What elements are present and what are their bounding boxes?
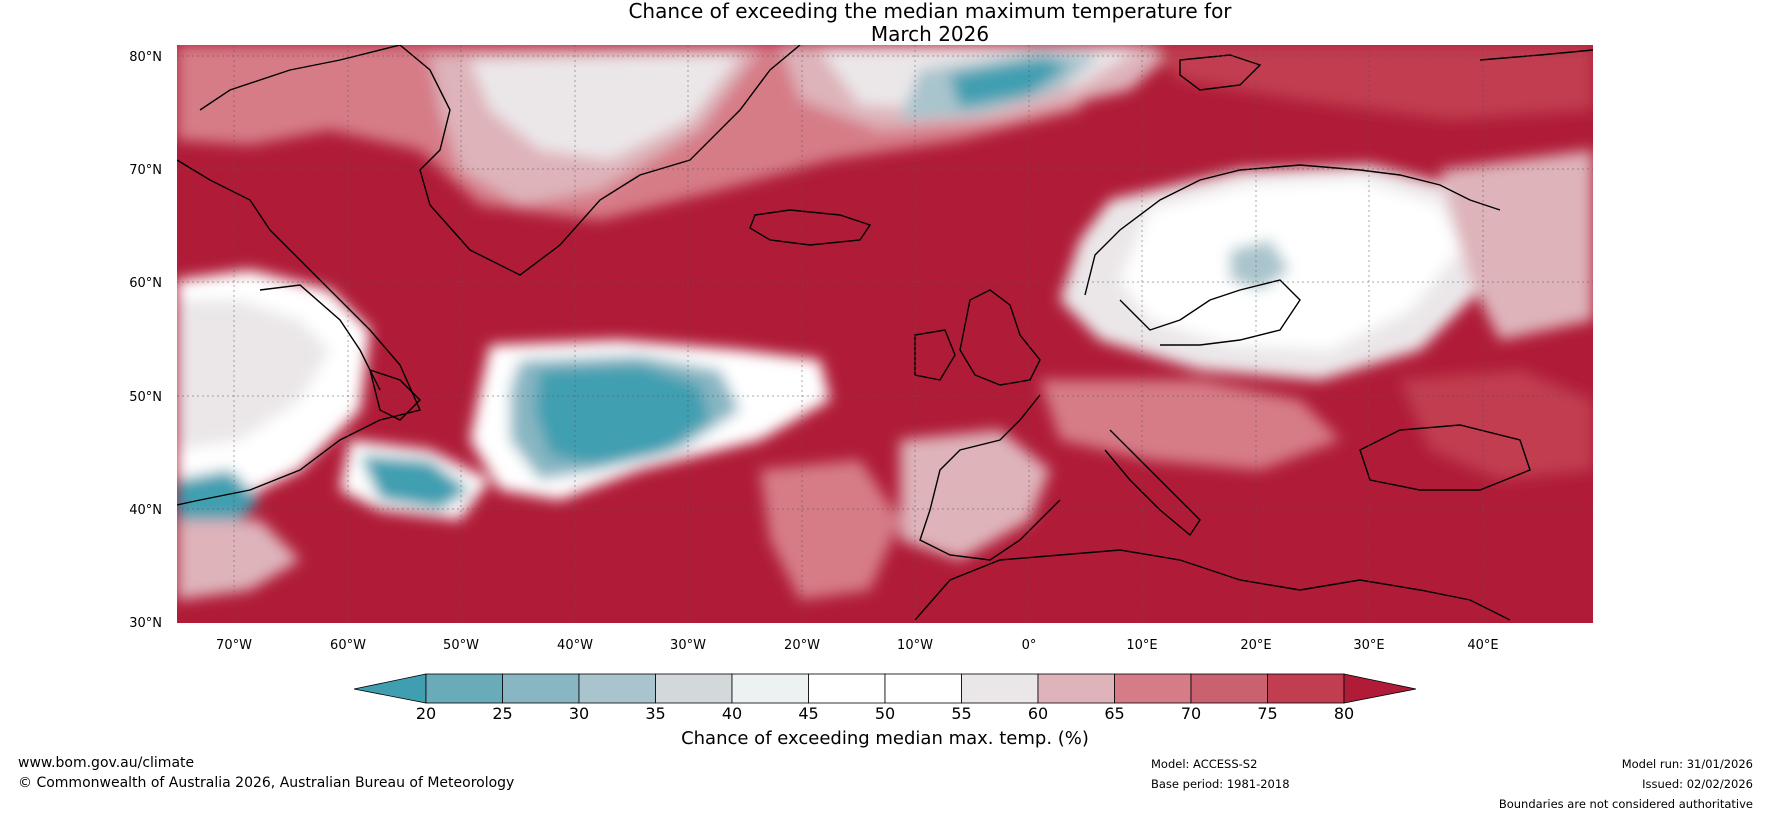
colorbar-tick-label: 60 — [1028, 704, 1048, 723]
scandinavia-coast — [1084, 164, 1501, 296]
ireland-coast — [914, 329, 956, 381]
colorbar-box — [1190, 673, 1268, 704]
colorbar: 20 25 30 35 40 45 50 55 60 65 70 75 80 — [353, 673, 1417, 723]
footer-base-period: Base period: 1981-2018 — [1151, 777, 1290, 791]
lat-label: 60°N — [129, 276, 162, 291]
lon-label: 30°E — [1353, 638, 1384, 653]
colorbar-tick-label: 35 — [645, 704, 665, 723]
canada-coast — [177, 159, 421, 506]
lon-label: 50°W — [443, 638, 479, 653]
colorbar-tick-label: 45 — [798, 704, 818, 723]
colorbar-box — [808, 673, 886, 704]
colorbar-tick-label: 50 — [875, 704, 895, 723]
colorbar-boxes — [425, 673, 1345, 704]
lon-label: 10°W — [897, 638, 933, 653]
colorbar-box — [425, 673, 503, 704]
colorbar-tick-label: 80 — [1334, 704, 1354, 723]
map-title: Chance of exceeding the median maximum t… — [0, 0, 1770, 46]
colorbar-tick-label: 25 — [492, 704, 512, 723]
colorbar-tick-label: 70 — [1181, 704, 1201, 723]
lon-label: 0° — [1022, 638, 1037, 653]
lat-label: 50°N — [129, 390, 162, 405]
newfoundland-coast — [369, 368, 421, 421]
footer-model: Model: ACCESS-S2 — [1151, 757, 1258, 771]
field-shading — [177, 45, 1593, 600]
baltic-coast — [1119, 279, 1301, 346]
lat-label: 40°N — [129, 503, 162, 518]
colorbar-box — [731, 673, 809, 704]
lat-label: 80°N — [129, 50, 162, 65]
labrador-coast — [259, 284, 381, 391]
colorbar-high-arrow — [1343, 673, 1417, 704]
graticule — [177, 45, 1593, 623]
colorbar-box — [578, 673, 656, 704]
footer-boundaries: Boundaries are not considered authoritat… — [1498, 797, 1753, 811]
title-line-1: Chance of exceeding the median maximum t… — [628, 0, 1232, 23]
italy-coast — [1104, 429, 1201, 537]
coastlines — [177, 45, 1593, 621]
lon-label: 20°W — [784, 638, 820, 653]
footer-copyright: © Commonwealth of Australia 2026, Austra… — [18, 775, 515, 791]
lat-label: 70°N — [129, 163, 162, 178]
europe-west-coast — [919, 394, 1061, 561]
colorbar-label: Chance of exceeding median max. temp. (%… — [681, 728, 1089, 749]
svalbard-coast — [1179, 54, 1262, 91]
lon-label: 60°W — [330, 638, 366, 653]
iceland-coast — [749, 209, 872, 246]
lon-label: 70°W — [216, 638, 252, 653]
map-field — [177, 45, 1593, 623]
lon-label: 40°W — [557, 638, 593, 653]
footer-model-run: Model run: 31/01/2026 — [1621, 757, 1753, 771]
black-sea-coast — [1359, 424, 1531, 491]
colorbar-box — [1267, 673, 1345, 704]
lon-label: 10°E — [1126, 638, 1157, 653]
footer-url: www.bom.gov.au/climate — [18, 755, 195, 771]
colorbar-low-arrow — [353, 673, 427, 704]
africa-coast — [914, 549, 1511, 621]
colorbar-box — [655, 673, 733, 704]
colorbar-tick-label: 20 — [416, 704, 436, 723]
colorbar-box — [884, 673, 962, 704]
footer-issued: Issued: 02/02/2026 — [1642, 777, 1753, 791]
colorbar-tick-label: 40 — [722, 704, 742, 723]
greenland-west-coast — [199, 45, 401, 111]
lon-axis-labels: 70°W 60°W 50°W 40°W 30°W 20°W 10°W 0° 10… — [216, 638, 1499, 653]
lat-label: 30°N — [129, 616, 162, 631]
greenland-coast — [399, 45, 801, 276]
colorbar-box — [502, 673, 580, 704]
novaya-coast — [1479, 49, 1593, 61]
colorbar-tick-label: 55 — [951, 704, 971, 723]
colorbar-ticks: 20 25 30 35 40 45 50 55 60 65 70 75 80 — [416, 704, 1354, 723]
colorbar-box — [1114, 673, 1192, 704]
colorbar-tick-label: 65 — [1104, 704, 1124, 723]
colorbar-tick-label: 75 — [1257, 704, 1277, 723]
britain-coast — [959, 289, 1041, 386]
lon-label: 20°E — [1240, 638, 1271, 653]
colorbar-box — [961, 673, 1039, 704]
colorbar-tick-label: 30 — [569, 704, 589, 723]
lon-label: 40°E — [1467, 638, 1498, 653]
lat-axis-labels: 80°N 70°N 60°N 50°N 40°N 30°N — [129, 50, 162, 631]
lon-label: 30°W — [670, 638, 706, 653]
colorbar-box — [1037, 673, 1115, 704]
title-line-2: March 2026 — [870, 22, 990, 46]
